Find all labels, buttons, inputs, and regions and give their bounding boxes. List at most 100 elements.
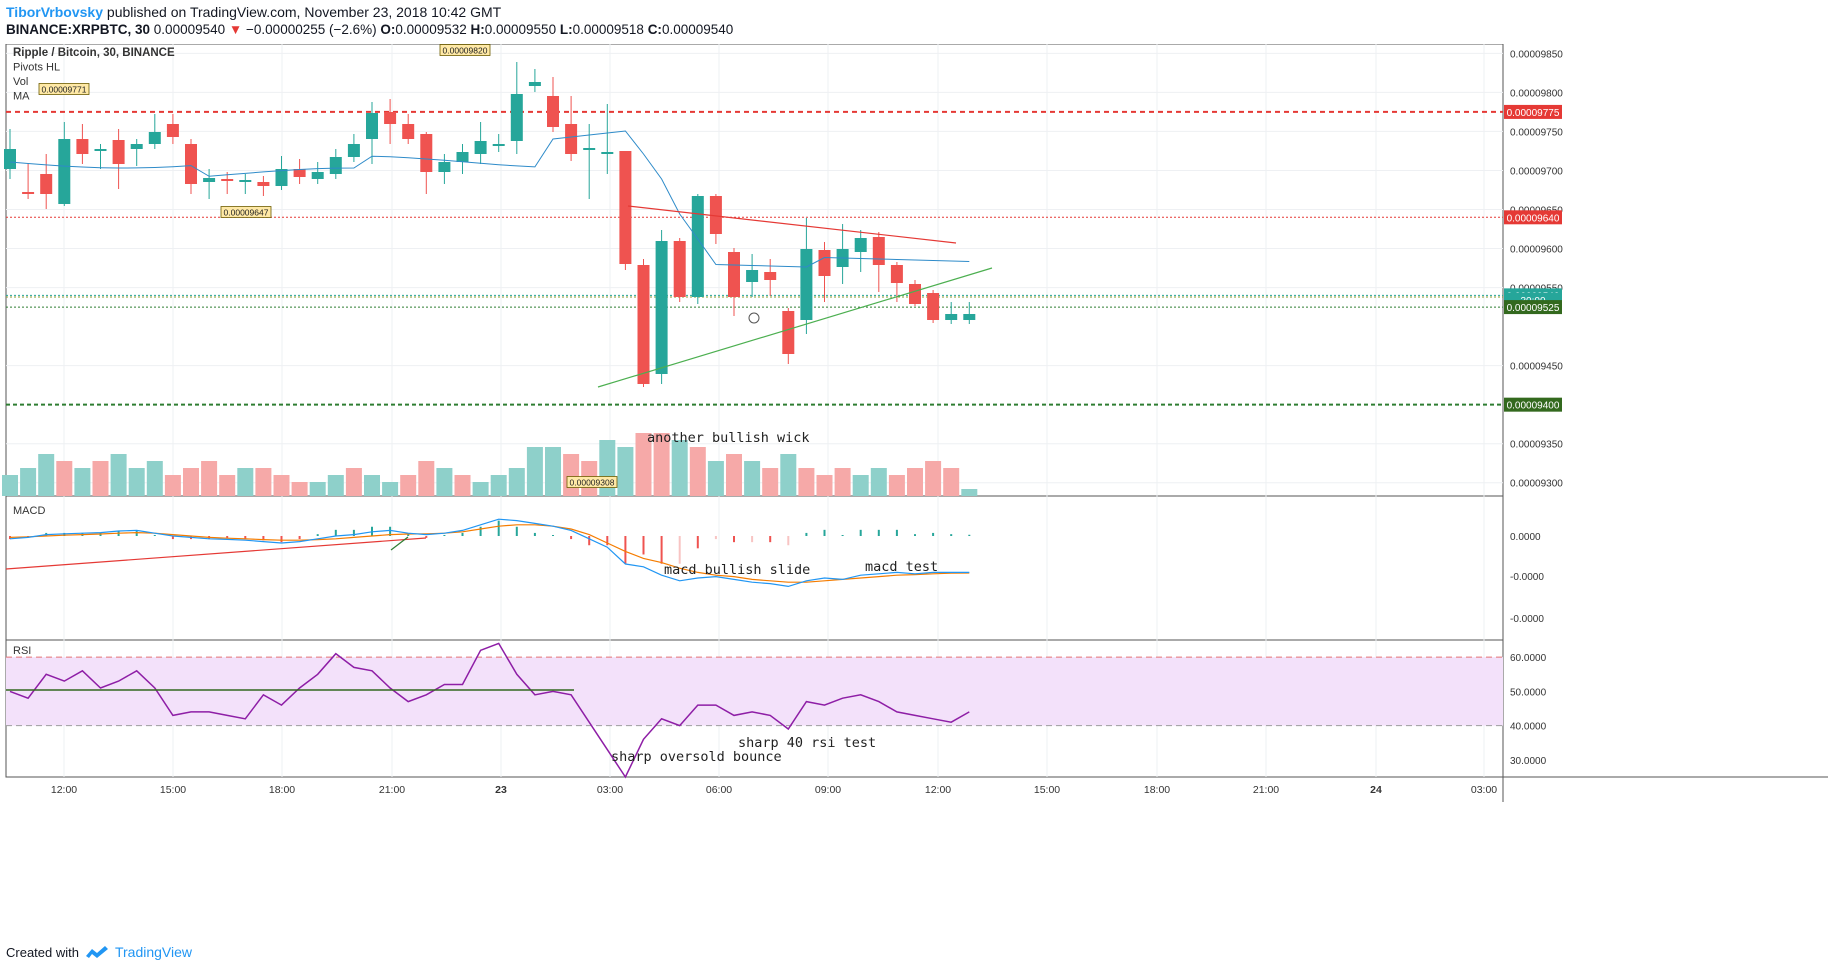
- candle-body: [746, 270, 759, 282]
- candle-body: [510, 94, 523, 141]
- close-value: 0.00009540: [661, 22, 734, 37]
- macd-histogram-bar: [135, 531, 138, 536]
- volume-bar: [20, 468, 37, 496]
- candle-body: [311, 172, 324, 179]
- volume-bar: [436, 468, 453, 496]
- macd-histogram-bar: [244, 536, 247, 540]
- macd-histogram-bar: [425, 536, 428, 538]
- candle-body: [203, 178, 216, 182]
- candle-body: [909, 284, 921, 304]
- candle-body: [655, 241, 668, 374]
- macd-histogram-bar: [660, 536, 663, 564]
- candle-body: [4, 149, 16, 169]
- down-arrow-icon: ▼: [228, 22, 243, 37]
- tradingview-logo-icon: [85, 946, 108, 958]
- macd-pane-title: MACD: [13, 505, 45, 517]
- macd-histogram-bar: [443, 535, 446, 536]
- candle-body: [945, 314, 958, 320]
- volume-bar: [689, 447, 706, 496]
- macd-histogram-bar: [823, 529, 826, 536]
- ma-line: [9, 130, 970, 268]
- time-axis-label: 21:00: [379, 784, 405, 796]
- macd-axis-label: -0.0000: [1510, 572, 1544, 583]
- high-label: H:: [470, 22, 485, 37]
- candles: [4, 62, 976, 387]
- volume-bar: [291, 482, 308, 496]
- volume-bar: [925, 461, 942, 496]
- volume-bar: [74, 468, 91, 496]
- open-value: 0.00009532: [395, 22, 467, 37]
- pivot-label-box: [439, 44, 491, 56]
- time-axis-label: 03:00: [597, 784, 623, 796]
- candle-body: [148, 132, 161, 144]
- volume-bar: [798, 468, 815, 496]
- close-label: C:: [647, 22, 662, 37]
- candle-body: [565, 124, 578, 154]
- macd-axis-label: -0.0000: [1510, 614, 1544, 625]
- price-axis-label: 0.00009800: [1510, 88, 1563, 99]
- candle-body: [872, 237, 885, 265]
- time-axis-label: 12:00: [925, 784, 951, 796]
- candle-body: [420, 134, 433, 172]
- volume-bar: [164, 475, 181, 496]
- volume-bar: [201, 461, 218, 496]
- macd-break-marker: [390, 536, 409, 551]
- symbol-label: BINANCE:XRPBTC, 30: [6, 22, 151, 37]
- volume-bar: [726, 454, 742, 496]
- macd-histogram-bar: [950, 534, 953, 536]
- macd-histogram-bar: [678, 536, 681, 564]
- volume-bar: [472, 482, 489, 496]
- volume-bar: [490, 475, 507, 496]
- candle-body: [239, 180, 252, 182]
- volume-bar: [454, 475, 471, 496]
- chart-canvas[interactable]: 0.00009820 0.00009771 0.00009647 0.00009308…: [0, 44, 1828, 942]
- price-axis-label: 0.00009450: [1510, 362, 1563, 373]
- candle-body: [130, 144, 143, 149]
- price-tag-text: 0.00009400: [1507, 401, 1560, 412]
- volume-bar: [653, 433, 670, 496]
- candle-body: [764, 272, 777, 280]
- author-link[interactable]: TiborVrbovsky: [6, 4, 104, 20]
- candle-body: [673, 241, 686, 297]
- rsi-axis-label: 40.0000: [1510, 722, 1547, 733]
- macd-histogram-bar: [352, 529, 355, 536]
- published-text: published on TradingView.com, November 2…: [106, 4, 502, 20]
- rsi-axis-label: 50.0000: [1510, 687, 1547, 698]
- pivot-label-box: [38, 83, 90, 95]
- macd-histogram-bar: [389, 526, 392, 536]
- price-tag-box: [1504, 104, 1562, 119]
- macd-histogram-bar: [733, 536, 735, 543]
- macd-histogram-bar: [624, 536, 627, 564]
- candle-body: [221, 179, 234, 181]
- price-tag-box: [1504, 397, 1562, 412]
- macd-histogram-bar: [552, 535, 554, 536]
- candle-body: [347, 144, 360, 157]
- footer: Created with TradingView: [6, 944, 192, 960]
- macd-histogram-bar: [63, 532, 66, 536]
- macd-histogram-bar: [262, 536, 265, 541]
- candle-body: [637, 265, 650, 384]
- volume-bar: [545, 447, 561, 496]
- volume-bar: [219, 475, 236, 496]
- tradingview-brand[interactable]: TradingView: [114, 944, 193, 960]
- rsi-band: [6, 657, 1503, 726]
- candle-body: [547, 96, 559, 127]
- volume-bar: [617, 447, 634, 496]
- macd-histogram-bar: [407, 534, 410, 536]
- price-tag-box: [1504, 210, 1562, 225]
- candle-body: [782, 311, 795, 354]
- horizontal-price-lines: [6, 110, 1503, 406]
- last-price: 0.00009540: [153, 22, 226, 37]
- candle-body: [384, 112, 397, 124]
- macd-histogram-bar: [9, 536, 11, 540]
- created-with-text: Created with: [6, 944, 79, 960]
- rsi-axis-label: 60.0000: [1510, 653, 1547, 664]
- volume-bars: [2, 433, 978, 496]
- price-tags: 0.000097750.000096400.0000954030:000.000…: [1504, 104, 1562, 412]
- candle-body: [402, 124, 415, 139]
- price-axis-label: 0.00009300: [1510, 479, 1563, 490]
- legend-item: Ripple / Bitcoin, 30, BINANCE: [13, 47, 175, 59]
- candle-body: [691, 196, 704, 297]
- volume-bar: [816, 475, 833, 496]
- volume-bar: [2, 475, 18, 496]
